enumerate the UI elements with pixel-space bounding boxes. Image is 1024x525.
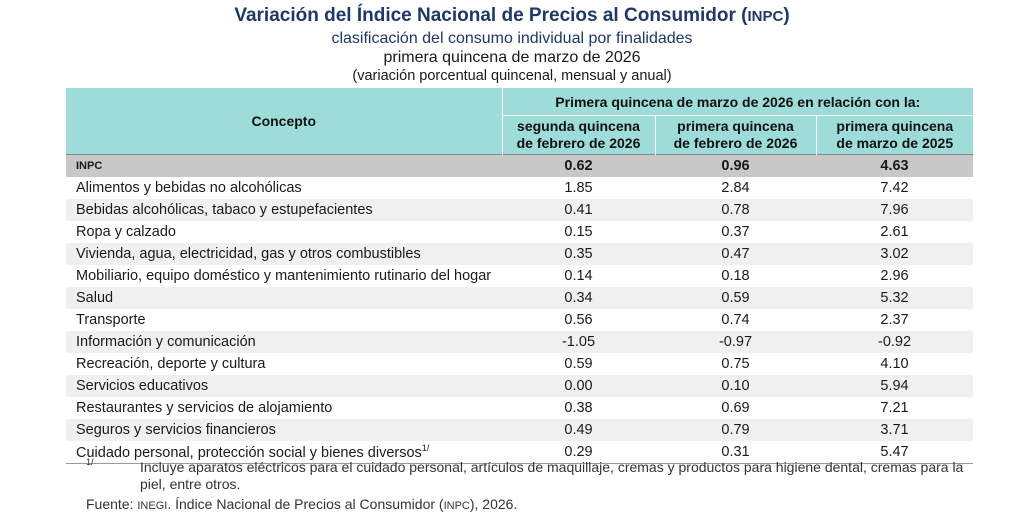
row-value-2: 0.74	[721, 312, 750, 328]
row-value-3: 7.42	[880, 180, 909, 196]
row-value-2: 0.75	[721, 356, 750, 372]
table-row: Alimentos y bebidas no alcohólicas 1.85 …	[66, 177, 973, 199]
table-row: Servicios educativos 0.00 0.10 5.94	[66, 375, 974, 397]
row-value-3: 5.32	[816, 287, 974, 309]
row-value-2: 0.79	[655, 419, 816, 441]
page-title: Variación del Índice Nacional de Precios…	[234, 5, 790, 26]
row-value-1: -1.05	[502, 331, 655, 353]
row-value-2: 0.10	[655, 375, 816, 397]
table-row: Transporte 0.56 0.74 2.37	[66, 309, 973, 331]
table-row: Salud 0.34 0.59 5.32	[66, 287, 974, 309]
footnote: 1/ Incluye aparatos eléctricos para el c…	[86, 457, 986, 493]
row-value-3: 3.71	[816, 419, 974, 441]
row-value-1: 0.14	[564, 268, 593, 284]
row-value-1: 0.29	[502, 441, 655, 464]
row-value-1: 0.49	[502, 419, 655, 441]
subtitle-classification: clasificación del consumo individual por…	[331, 30, 693, 47]
row-value-2: 0.59	[655, 287, 816, 309]
row-value-3: 4.10	[880, 356, 909, 372]
header-span: Primera quincena de marzo de 2026 en rel…	[502, 88, 974, 116]
row-value-2: 0.37	[721, 224, 750, 240]
row-value-1: 0.41	[502, 199, 655, 221]
row-label: Restaurantes y servicios de alojamiento	[76, 400, 333, 416]
row-label: Servicios educativos	[66, 375, 502, 397]
row-value-2: 0.69	[721, 400, 750, 416]
row-value-3: 2.37	[880, 312, 909, 328]
row-value-2: -0.97	[655, 331, 816, 353]
table-row: Información y comunicación -1.05 -0.97 -…	[66, 331, 974, 353]
row-value-3: 7.96	[816, 199, 974, 221]
footnote-text: Incluye aparatos eléctricos para el cuid…	[140, 459, 964, 492]
row-label: Transporte	[76, 312, 146, 328]
row-value-3: 7.21	[880, 400, 909, 416]
row-value-3: 5.94	[816, 375, 974, 397]
row-label: Cuidado personal, protección social y bi…	[66, 441, 502, 464]
source-line: Fuente: INEGI. Índice Nacional de Precio…	[86, 496, 518, 512]
row-value-1: 0.35	[502, 243, 655, 265]
table-row: Recreación, deporte y cultura 0.59 0.75 …	[66, 353, 973, 375]
row-value-3: 4.63	[816, 154, 974, 177]
row-value-1: 0.62	[502, 154, 655, 177]
table-row: Restaurantes y servicios de alojamiento …	[66, 397, 973, 419]
row-value-2: 0.47	[655, 243, 816, 265]
table-row: Bebidas alcohólicas, tabaco y estupefaci…	[66, 199, 974, 221]
row-label: Recreación, deporte y cultura	[76, 356, 266, 372]
row-value-1: 0.00	[502, 375, 655, 397]
inpc-table: Concepto Primera quincena de marzo de 20…	[66, 88, 974, 464]
row-value-3: 2.61	[880, 224, 909, 240]
row-label: Vivienda, agua, electricidad, gas y otro…	[66, 243, 502, 265]
row-value-3: 5.47	[816, 441, 974, 464]
row-label: Información y comunicación	[66, 331, 502, 353]
table-row: Cuidado personal, protección social y bi…	[66, 441, 974, 464]
footnote-ref: 1/	[421, 443, 430, 454]
row-label: Seguros y servicios financieros	[66, 419, 502, 441]
table-row: Seguros y servicios financieros 0.49 0.7…	[66, 419, 974, 441]
row-value-1: 0.34	[502, 287, 655, 309]
table-row: Ropa y calzado 0.15 0.37 2.61	[66, 221, 973, 243]
row-value-1: 0.56	[564, 312, 593, 328]
row-label: Bebidas alcohólicas, tabaco y estupefaci…	[66, 199, 502, 221]
row-value-3: -0.92	[816, 331, 974, 353]
row-value-2: 0.31	[655, 441, 816, 464]
row-value-3: 3.02	[816, 243, 974, 265]
row-value-1: 0.38	[564, 400, 593, 416]
table-row: Vivienda, agua, electricidad, gas y otro…	[66, 243, 974, 265]
subtitle-period: primera quincena de marzo de 2026	[383, 49, 641, 66]
header-col-3: primera quincena de marzo de 2025	[816, 115, 974, 155]
title-block: Variación del Índice Nacional de Precios…	[0, 4, 1024, 85]
row-value-1: 1.85	[564, 180, 593, 196]
row-value-2: 2.84	[721, 180, 750, 196]
footnote-mark: 1/	[86, 457, 94, 467]
row-label: Alimentos y bebidas no alcohólicas	[76, 180, 302, 196]
row-value-3: 2.96	[880, 268, 909, 284]
row-value-2: 0.18	[721, 268, 750, 284]
row-label: Ropa y calzado	[76, 224, 176, 240]
row-value-1: 0.59	[564, 356, 593, 372]
header-col-1: segunda quincena de febrero de 2026	[502, 115, 656, 155]
row-label: INPC	[66, 154, 502, 177]
row-label: Mobiliario, equipo doméstico y mantenimi…	[76, 268, 492, 284]
row-label: Salud	[66, 287, 502, 309]
row-value-2: 0.78	[655, 199, 816, 221]
row-value-2: 0.96	[655, 154, 816, 177]
header-col-2: primera quincena de febrero de 2026	[655, 115, 817, 155]
header-concept: Concepto	[66, 88, 503, 155]
subtitle-units: (variación porcentual quincenal, mensual…	[352, 68, 672, 84]
table-row-inpc: INPC 0.62 0.96 4.63	[66, 154, 974, 177]
row-value-1: 0.15	[564, 224, 593, 240]
table-row: Mobiliario, equipo doméstico y mantenimi…	[66, 265, 973, 287]
